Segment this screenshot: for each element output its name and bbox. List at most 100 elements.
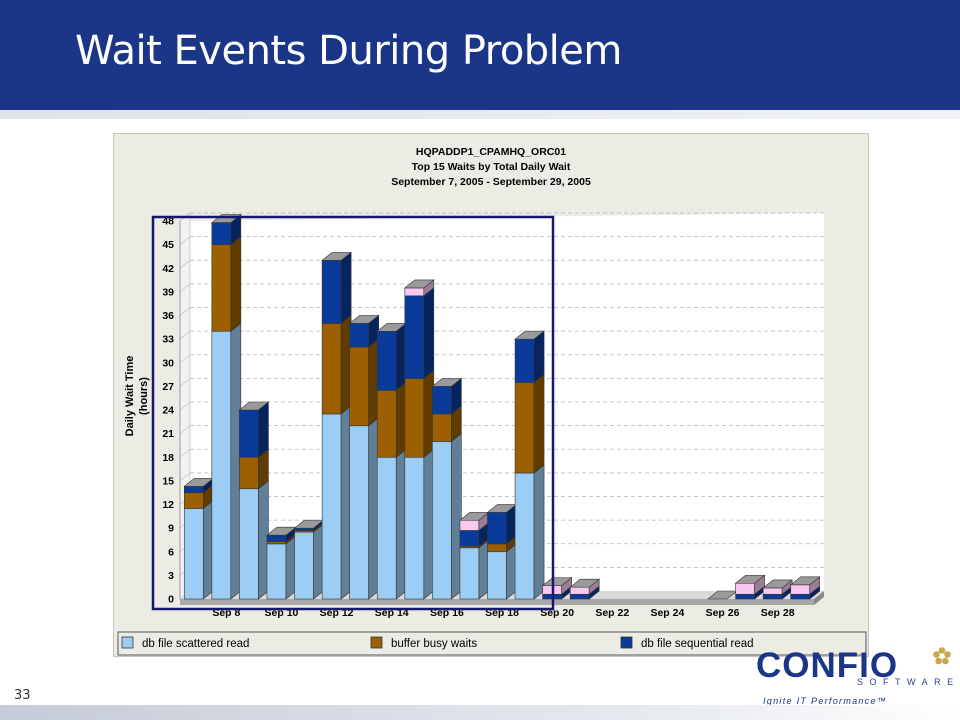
- y-tick-label: 6: [168, 546, 174, 558]
- bar-side: [340, 251, 352, 324]
- gridline-wall: [179, 401, 191, 411]
- bar-segment: [404, 369, 435, 458]
- y-tick-label: 15: [162, 475, 174, 487]
- y-tick-label: 3: [168, 570, 174, 582]
- bar-segment: [294, 523, 324, 600]
- bar-front: [266, 541, 287, 545]
- bar-front: [349, 323, 369, 348]
- bar-top: [541, 577, 573, 586]
- bar-front: [211, 330, 232, 600]
- bar-front: [376, 390, 397, 458]
- bar-front: [790, 593, 811, 600]
- bar-front: [735, 593, 755, 600]
- y-axis-label-unit: (hours): [138, 377, 150, 415]
- bar-segment: [514, 464, 545, 600]
- y-tick-label: 21: [162, 428, 174, 440]
- bar-front: [404, 378, 425, 458]
- y-tick-label: 18: [162, 452, 174, 464]
- bar-segment: [211, 322, 242, 600]
- footer-bar: [0, 705, 960, 720]
- gridline-wall: [179, 259, 191, 269]
- gridline-wall: [179, 378, 191, 387]
- x-tick-label: Sep 26: [706, 607, 740, 619]
- y-tick-label: 27: [162, 381, 174, 393]
- bar-side: [533, 330, 545, 384]
- bar-segment: [239, 480, 269, 600]
- bar-front: [432, 441, 452, 600]
- bar-side: [258, 401, 269, 458]
- legend-box: [117, 631, 867, 656]
- legend-label: buffer busy waits: [391, 638, 477, 650]
- logo-wordmark: CONFIO: [756, 646, 899, 685]
- bar-front: [266, 543, 287, 600]
- bar-front: [432, 413, 452, 442]
- bar-front: [349, 346, 369, 427]
- y-tick-label: 36: [162, 310, 174, 322]
- bar-segment: [376, 381, 407, 458]
- bar-segment: [349, 314, 379, 348]
- legend-item: db file sequential read: [620, 636, 754, 650]
- bar-front: [376, 330, 397, 391]
- y-tick-label: 0: [168, 594, 174, 606]
- bar-front: [432, 386, 452, 415]
- bar-front: [183, 492, 204, 509]
- bar-segment: [432, 377, 462, 415]
- bar-front: [735, 582, 755, 595]
- bar-top: [569, 578, 601, 588]
- bar-front: [294, 531, 314, 600]
- bar-front: [459, 547, 480, 600]
- bar-front: [459, 530, 480, 547]
- bar-segment: [321, 405, 352, 600]
- bar-front: [266, 534, 287, 542]
- bar-segment: [183, 499, 214, 600]
- logo-tagline: Ignite IT Performance™: [763, 696, 888, 706]
- gridline-wall: [179, 330, 191, 340]
- y-tick-label: 45: [162, 239, 174, 251]
- stacked-bar-chart: HQPADDP1_CPAMHQ_ORC01 Top 15 Waits by To…: [117, 146, 867, 656]
- gridline-wall: [179, 425, 191, 434]
- bar-front: [294, 527, 314, 531]
- bar-front: [487, 551, 507, 600]
- y-tick-label: 48: [162, 216, 174, 228]
- bar-segment: [321, 314, 352, 415]
- header-divider: [0, 110, 960, 119]
- bar-front: [569, 593, 590, 600]
- bar-segment: [432, 432, 462, 600]
- bar-segment: [404, 287, 435, 380]
- bar-front: [487, 512, 507, 545]
- y-tick-label: 30: [162, 357, 174, 369]
- chart-date-range: September 7, 2005 - September 29, 2005: [391, 176, 591, 188]
- bar-segment: [404, 448, 435, 600]
- legend-label: db file scattered read: [142, 638, 249, 650]
- chart-title: HQPADDP1_CPAMHQ_ORC01: [416, 146, 566, 158]
- bar-front: [211, 222, 232, 245]
- bar-segment: [459, 539, 490, 600]
- bar-front: [487, 543, 507, 553]
- bar-front: [404, 295, 425, 379]
- bar-segment: [211, 213, 242, 246]
- bar-segment: [514, 330, 545, 384]
- bar-front: [321, 323, 342, 415]
- bar-front: [514, 338, 535, 383]
- bar-side: [533, 373, 545, 474]
- x-tick-label: Sep 24: [650, 607, 684, 619]
- bar-top: [762, 579, 794, 589]
- bar-front: [459, 519, 480, 531]
- bar-front: [404, 456, 425, 600]
- bar-segment: [321, 251, 352, 324]
- y-tick-label: 33: [162, 334, 174, 346]
- bar-segment: [266, 535, 297, 600]
- bar-top: [734, 574, 766, 584]
- bar-segment: [487, 503, 517, 545]
- confio-logo: CONFIO SOFTWARE: [756, 646, 960, 706]
- bar-side: [230, 236, 242, 332]
- y-tick-label: 24: [162, 405, 174, 417]
- gridline-wall: [179, 354, 191, 364]
- bar-front: [404, 287, 425, 297]
- slide-header: Wait Events During Problem: [0, 0, 960, 110]
- bar-front: [514, 382, 535, 474]
- legend-swatch: [121, 636, 134, 649]
- bar-front: [762, 593, 783, 600]
- legend-label: db file sequential read: [641, 638, 754, 650]
- bar-front: [376, 456, 397, 600]
